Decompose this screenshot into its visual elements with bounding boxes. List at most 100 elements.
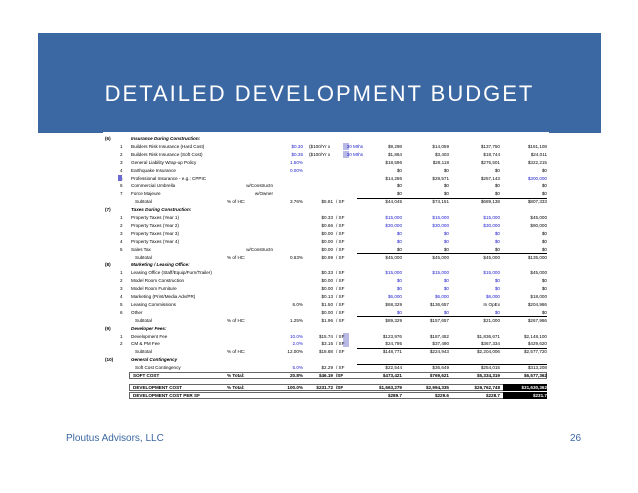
cell-line-number: 3 [120, 286, 123, 292]
cell-value-v1: $0 [396, 246, 402, 252]
subtotal-row: Subtotal % of HC: 3.76% $5.81/ SF $44,045 $74… [103, 197, 549, 205]
cell-value-v4: $0 [541, 309, 547, 315]
cell-value-v1: $18,596 [385, 159, 402, 165]
cell-value-v1: $0 [396, 183, 402, 189]
cell-label: Leasing Commissions [131, 301, 176, 307]
budget-row: 6 Commercial Umbrella w/Constructn $0 $0 $0 $0 [103, 182, 549, 189]
slide-title: DETAILED DEVELOPMENT BUDGET [104, 81, 535, 106]
underline-rule [357, 316, 547, 318]
section-header-row: (8) Marketing / Leasing Office: [103, 261, 549, 268]
cell-pct-value: 0.63% [289, 254, 303, 260]
cell-value-v3: $0 [494, 278, 500, 284]
cell-value-v1: $1,864 [387, 151, 402, 157]
cell-pct-value: 100.0% [287, 385, 303, 391]
cell-label: Marketing (Print/Media Adv/PR) [131, 294, 196, 299]
cell-value-v1: $45,000 [385, 254, 402, 260]
cell-value-v2: $229.6 [434, 393, 449, 399]
cell-value-v2: $0 [443, 238, 449, 244]
cell-label: Marketing / Leasing Office: [131, 262, 190, 268]
cell-per-sf: $0.13 [321, 294, 334, 299]
cell-unit: / SF [336, 341, 345, 347]
cell-unit: / SF [336, 286, 345, 292]
cell-value-v1: $22,544 [385, 365, 402, 371]
budget-row: 3 Model Room Furniture $0.00/ SF $0 $0 $0 $0 [103, 285, 549, 292]
page-number: 26 [570, 433, 582, 444]
subtotal-row: Subtotal % of HC: 12.00% $18.88/ SF $148,771… [103, 347, 549, 355]
cell-line-number: 7 [120, 191, 123, 197]
cell-value-v1: $0 [396, 238, 402, 244]
cell-label: Sales Tax [131, 246, 151, 252]
cell-value-v4: $807,333 [527, 199, 547, 205]
cell-per-sf: $0.00 [321, 238, 334, 244]
cell-value-v1: $24,795 [385, 341, 402, 347]
cell-value-v4: $0 [541, 167, 547, 173]
cell-value-v3: $0 [494, 230, 500, 236]
budget-row: 1 Property Taxes (Year 1) $0.33/ SF $15,000… [103, 214, 549, 221]
input-highlight [343, 332, 349, 340]
cell-pct-label: % of HC: [227, 349, 246, 355]
cell-label: Subtotal [135, 199, 152, 205]
cell-unit: / SF [336, 278, 345, 284]
cell-pct-value: 1.25% [289, 317, 303, 323]
cell-value-v2: $28,571 [432, 175, 449, 181]
cell-value-v3: $0 [494, 238, 500, 244]
cell-unit: /SF [336, 373, 344, 378]
cell-value-v4: $204,986 [527, 301, 547, 307]
cell-per-sf: $0.00 [321, 230, 334, 236]
budget-row: 6 Other $0.00/ SF $0 $0 $0 $0 [103, 309, 549, 316]
cell-basis: ($100/Yr x [309, 143, 331, 149]
cell-value-v2: $30,000 [432, 222, 449, 228]
cell-line-number: 4 [120, 238, 123, 244]
budget-row: 1 Leasing Office (Staff/Equip/Furn/Traile… [103, 269, 549, 276]
cell-value-v2: $0 [443, 191, 449, 197]
cell-value-v1: $44,045 [385, 199, 402, 205]
subtotal-row: Subtotal % of HC: 0.63% $0.99/ SF $45,000 $45… [103, 253, 549, 261]
cell-unit: / SF [336, 246, 345, 252]
cell-per-sf: $0.00 [321, 309, 334, 315]
cell-value-v2: $0 [443, 183, 449, 189]
cell-value-v3: $367,334 [480, 341, 500, 347]
cell-pct-label: % of HC: [227, 317, 246, 323]
cell-value-v3: $1,836,671 [477, 333, 500, 339]
cell-value-v3: $21,000 [483, 317, 500, 323]
budget-row: 4 Property Taxes (Year 4) $0.00/ SF $0 $0 $0 $… [103, 238, 549, 245]
cell-value-v4: $429,620 [527, 341, 547, 347]
cell-pct-value: 6.0% [292, 301, 303, 307]
cell-label: Other [131, 309, 143, 315]
cell-value-v2: $15,000 [432, 270, 449, 276]
cell-value-v4: $2,577,720 [524, 349, 547, 355]
cell-value-v4: $45,000 [530, 270, 547, 276]
cell-value-v3: $257,143 [480, 175, 500, 181]
cell-label: Professional Insurance - e.g.: CPPIC [131, 175, 207, 181]
cell-value-v2: $0 [443, 309, 449, 315]
cell-label: Builders Risk Insurance (Soft Cost) [131, 151, 203, 157]
cell-unit: / SF [336, 215, 345, 220]
cell-line-number: 1 [120, 143, 123, 149]
cell-unit: / SF [336, 333, 345, 339]
cell-value-v4: $18,000 [530, 294, 547, 299]
cell-value-v4: $0 [541, 278, 547, 284]
cell-value-v3: $18,744 [483, 151, 500, 157]
budget-row: 2 CM & PM Fee 2.0% $3.15/ SF $24,795 $37,490 $… [103, 340, 549, 348]
cell-label: Subtotal [135, 349, 152, 355]
cell-line-number: 2 [120, 341, 123, 347]
cell-per-sf: $1.50 [321, 301, 334, 307]
cell-label: Property Taxes (Year 1) [131, 215, 180, 220]
cell-pct-label: % of HC: [227, 254, 246, 260]
cell-value-v4: $231.7 [503, 392, 547, 400]
cell-value-v1: $0 [396, 167, 402, 173]
cell-value-v3: $15,000 [483, 270, 500, 276]
subtotal-row: Subtotal % of HC: 1.25% $1.96/ SF $89,329 $15… [103, 316, 549, 324]
cell-value-v4: $0 [541, 246, 547, 252]
cell-unit: / SF [336, 294, 345, 299]
cell-label: Earthquake Insurance [131, 167, 176, 173]
underline-rule [357, 363, 547, 365]
cell-label: General Liability Wrap-up Policy [131, 159, 197, 165]
cell-value-v2: $3,403 [434, 151, 449, 157]
total-row: SOFT COST % Total: 20.8% $46.19/SF $473,421 $… [103, 371, 549, 379]
cell-value-v2: $157,657 [429, 317, 449, 323]
section-header-row: (6) Insurance During Construction: [103, 135, 549, 142]
cell-per-sf: $0.66 [321, 222, 334, 228]
cell-value-v2: $15,000 [432, 215, 449, 220]
cell-value-v2: $0 [443, 167, 449, 173]
